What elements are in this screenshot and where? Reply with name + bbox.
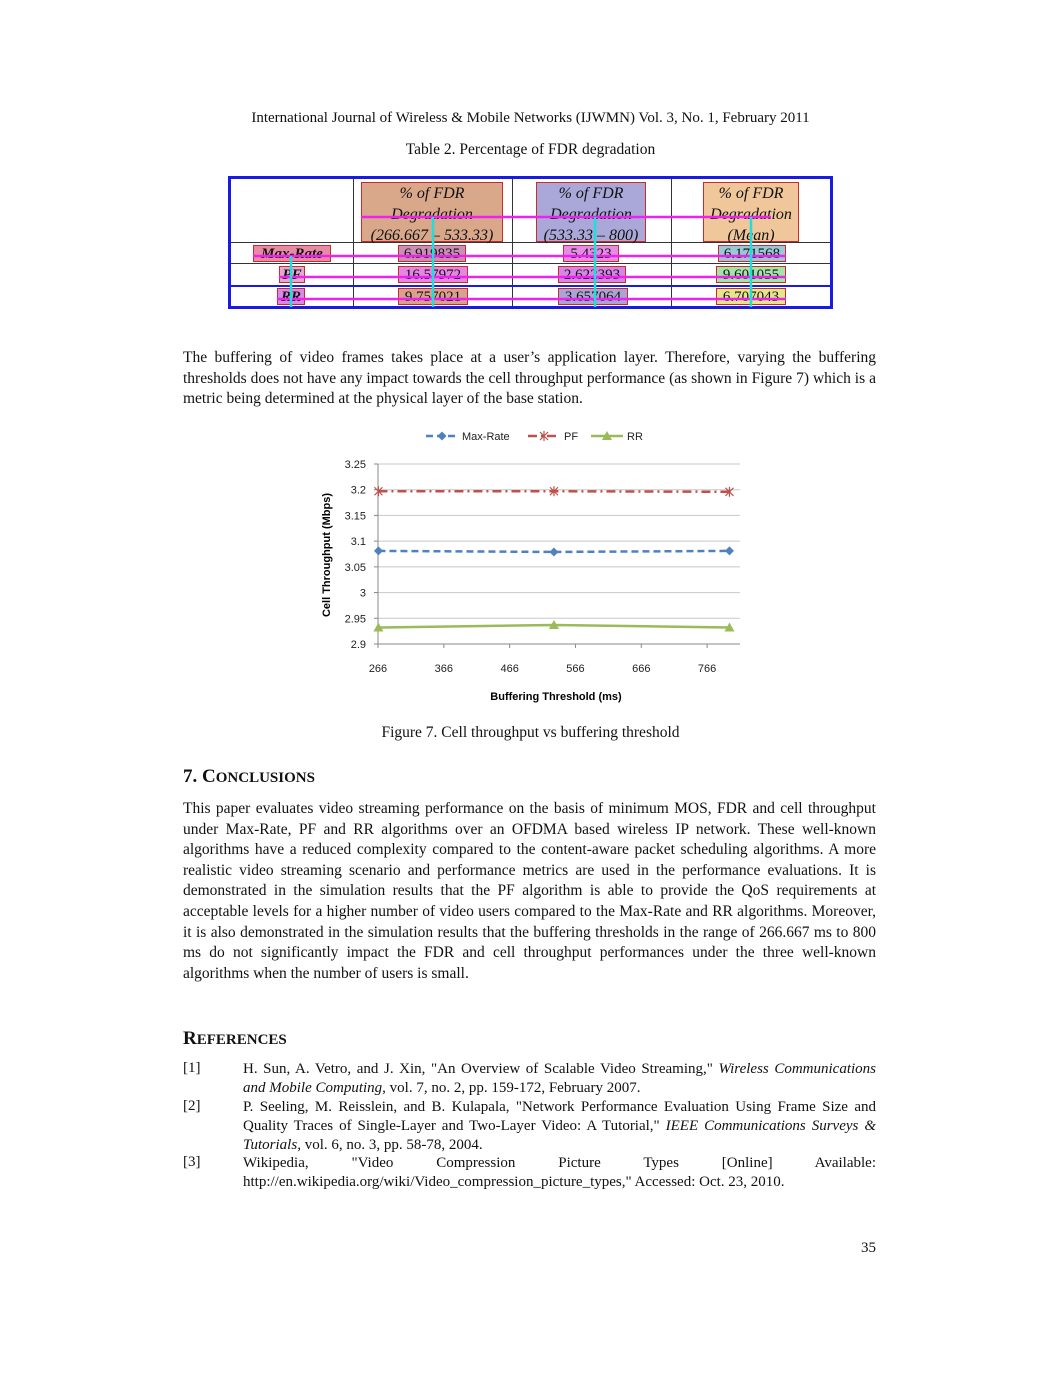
y-tick-label: 3.15 bbox=[345, 510, 366, 522]
throughput-chart: Max-Rate PF RR 2.92.9533.053.13.153.23.25 … bbox=[321, 431, 740, 703]
table-header-col-3: % of FDR Degradation (Mean) bbox=[703, 182, 799, 244]
page-number: 35 bbox=[861, 1240, 876, 1256]
x-tick-label: 466 bbox=[500, 663, 518, 675]
conclusions-heading: 7. CONCLUSIONS bbox=[183, 766, 315, 787]
ref-number-3: [3] bbox=[183, 1154, 201, 1170]
chart-x-label: Buffering Threshold (ms) bbox=[490, 691, 622, 703]
body-paragraph-1: The buffering of video frames takes plac… bbox=[183, 349, 876, 408]
data-point bbox=[373, 546, 383, 556]
figure-caption: Figure 7. Cell throughput vs buffering t… bbox=[381, 724, 680, 741]
y-tick-label: 3.1 bbox=[351, 536, 366, 548]
reference-3: Wikipedia, "Video Compression Picture Ty… bbox=[243, 1155, 876, 1190]
reference-2: P. Seeling, M. Reisslein, and B. Kulapal… bbox=[243, 1099, 876, 1153]
chart-legend: Max-Rate PF RR bbox=[426, 431, 643, 443]
data-point bbox=[548, 619, 559, 629]
data-point bbox=[539, 431, 549, 441]
chart-grid bbox=[374, 463, 740, 648]
conclusions-text: This paper evaluates video streaming per… bbox=[183, 800, 876, 982]
data-point bbox=[374, 486, 383, 497]
table-caption: Table 2. Percentage of FDR degradation bbox=[405, 141, 656, 158]
legend-label: Max-Rate bbox=[462, 431, 510, 443]
journal-header: International Journal of Wireless & Mobi… bbox=[251, 110, 810, 126]
data-point bbox=[373, 622, 384, 632]
table-header-col-2: % of FDR Degradation (533.33 – 800) bbox=[536, 182, 646, 244]
data-point bbox=[724, 546, 734, 556]
reference-1: H. Sun, A. Vetro, and J. Xin, "An Overvi… bbox=[243, 1061, 876, 1096]
ref-number-1: [1] bbox=[183, 1060, 201, 1076]
y-tick-label: 3.05 bbox=[345, 562, 366, 574]
table-overlay-lines bbox=[253, 215, 786, 307]
y-tick-label: 3.25 bbox=[345, 459, 366, 471]
table-cell: 5.4323 bbox=[563, 245, 619, 262]
table-cell: 2.622393 bbox=[558, 266, 626, 283]
x-tick-label: 666 bbox=[632, 663, 650, 675]
y-tick-label: 2.95 bbox=[345, 613, 366, 625]
data-point bbox=[549, 547, 559, 557]
x-tick-label: 566 bbox=[566, 663, 584, 675]
x-tick-label: 266 bbox=[369, 663, 387, 675]
data-point bbox=[602, 431, 612, 440]
chart-series bbox=[373, 486, 735, 632]
data-point bbox=[437, 431, 447, 441]
x-tick-label: 366 bbox=[435, 663, 453, 675]
chart-y-label: Cell Throughput (Mbps) bbox=[321, 493, 333, 617]
fdr-table: % of FDR Degradation (266.667 – 533.33) … bbox=[228, 176, 833, 309]
y-tick-label: 2.9 bbox=[351, 639, 366, 651]
y-tick-label: 3.2 bbox=[351, 485, 366, 497]
legend-label: RR bbox=[627, 431, 643, 443]
x-tick-label: 766 bbox=[698, 663, 716, 675]
chart-y-ticks: 2.9 2.95 3 3.05 3.1 3.15 3.2 3.25 bbox=[345, 459, 366, 651]
y-tick-label: 3 bbox=[360, 588, 366, 600]
data-point bbox=[549, 486, 559, 497]
series-line-max-rate bbox=[378, 549, 730, 554]
data-point bbox=[724, 622, 735, 632]
references-heading: REFERENCES bbox=[183, 1028, 287, 1049]
data-point bbox=[725, 486, 734, 497]
ref-number-2: [2] bbox=[183, 1098, 201, 1114]
table-cell: 3.657064 bbox=[558, 288, 628, 305]
chart-x-ticks: 266 366 466 566 666 766 bbox=[369, 663, 716, 675]
legend-label: PF bbox=[564, 431, 578, 443]
